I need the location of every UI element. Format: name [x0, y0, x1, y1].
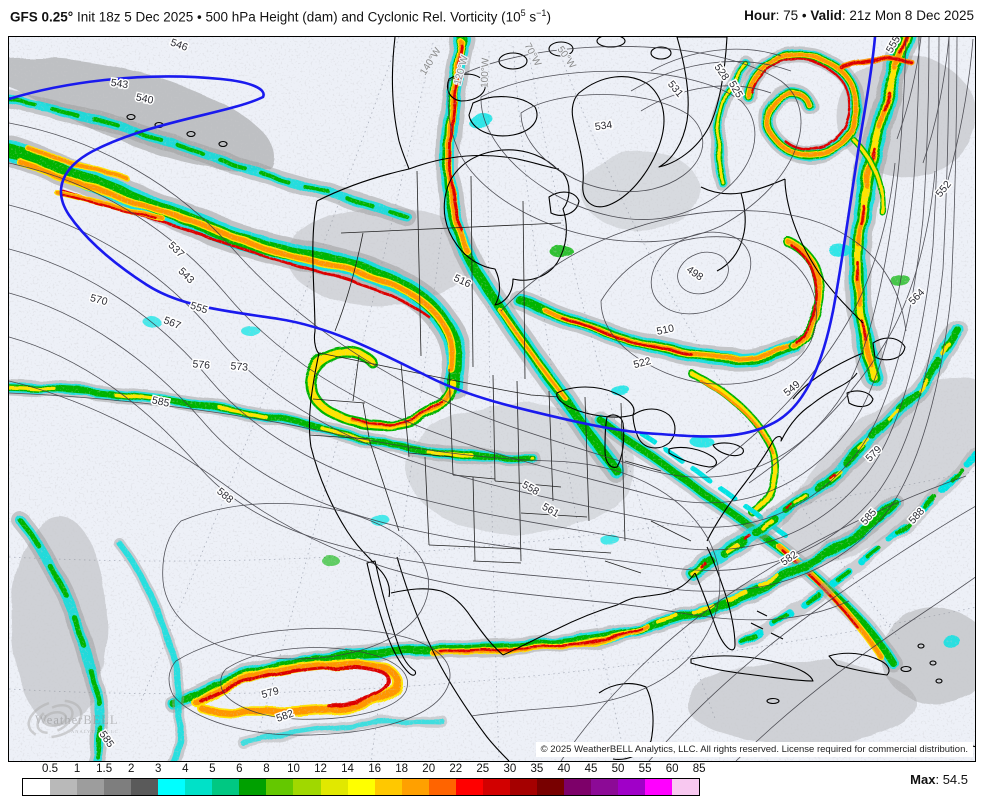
contour-label: 573 — [230, 360, 249, 373]
colorbar-tick-label: 60 — [665, 763, 679, 775]
colorbar-tick-label: 12 — [314, 763, 327, 775]
colorbar-tick-label: 85 — [692, 763, 706, 775]
colorbar-cell: 50 — [590, 763, 624, 795]
colorbar-tick-label: 45 — [584, 763, 598, 775]
colorbar: 0.5 1 1.5 2 3 4 5 6 8 10 12 14 16 18 20 22 25 30 35 40 45 50 5… — [22, 763, 706, 796]
colorbar-cell: 30 — [482, 763, 516, 795]
colorbar-cell: 3 — [131, 763, 161, 795]
max-value-label: Max: 54.5 — [910, 772, 968, 787]
stipple-noise — [9, 37, 975, 761]
colorbar-cell: 8 — [239, 763, 270, 795]
colorbar-cell: 55 — [618, 763, 651, 795]
colorbar-tick-label: 4 — [182, 763, 189, 775]
colorbar-tick-label: 35 — [530, 763, 544, 775]
contour-label: 585 — [151, 394, 171, 409]
colorbar-cell: 5 — [185, 763, 216, 795]
logo-subtext: ANALYTICS LLC — [71, 729, 119, 734]
contour-label: 534 — [594, 119, 613, 133]
coastlines — [126, 34, 978, 762]
colorbar-cell: 12 — [293, 763, 327, 795]
colorbar-tick-label: 50 — [611, 763, 625, 775]
contour-label: 540 — [135, 91, 155, 106]
logo-wordmark: WeatherBELL — [35, 713, 119, 727]
colorbar-tick-label: 1 — [73, 763, 81, 775]
colorbar-tick-label: 20 — [422, 763, 436, 775]
colorbar-cell: 6 — [212, 763, 243, 795]
colorbar-tick-label: 3 — [155, 763, 162, 775]
colorbar-tick-label: 25 — [476, 763, 490, 775]
colorbar-tick-label: 40 — [557, 763, 571, 775]
colorbar-cell: 35 — [509, 763, 543, 795]
logo-swirl-icon — [27, 699, 83, 739]
colorbar-cell: 1.5 — [77, 763, 112, 795]
colorbar-cell: 2 — [104, 763, 134, 795]
colorbar-cell: 20 — [401, 763, 435, 795]
colorbar-tick-label: 55 — [638, 763, 652, 775]
colorbar-cell: 85 — [672, 763, 706, 795]
weather-map-svg: 546 543 540 537 543 534 531 528 525 555 … — [0, 24, 984, 772]
colorbar-cell: 14 — [320, 763, 354, 795]
contour-540-blue — [7, 35, 877, 438]
colorbar-tick-label: 16 — [368, 763, 382, 775]
colorbar-tick-label: 0.5 — [42, 763, 59, 775]
state-borders — [308, 170, 692, 574]
colorbar-cell: 60 — [645, 763, 679, 795]
colorbar-cell: 10 — [266, 763, 300, 795]
colorbar-tick-label: 22 — [449, 763, 463, 775]
hour-valid-label: Hour: 75 • Valid: 21z Mon 8 Dec 2025 — [744, 8, 974, 23]
colorbar-cell: 25 — [455, 763, 489, 795]
colorbar-tick-label: 18 — [395, 763, 409, 775]
contour-label: 543 — [110, 77, 129, 91]
weatherbell-logo: WeatherBELL ANALYTICS LLC — [27, 699, 119, 739]
colorbar-cell: 0.5 — [23, 763, 58, 795]
colorbar-tick-label: 6 — [236, 763, 243, 775]
colorbar-cell: 40 — [536, 763, 570, 795]
colorbar-cell: 22 — [428, 763, 462, 795]
colorbar-tick-label: 10 — [287, 763, 300, 775]
colorbar-tick-label: 14 — [341, 763, 354, 775]
model-name: GFS 0.25° — [10, 9, 74, 25]
colorbar-tick-label: 1.5 — [96, 763, 113, 775]
colorbar-cell: 18 — [374, 763, 408, 795]
colorbar-cell: 1 — [50, 763, 80, 795]
colorbar-tick-label: 30 — [503, 763, 517, 775]
colorbar-cell: 16 — [347, 763, 381, 795]
colorbar-tick-label: 2 — [127, 763, 135, 775]
colorbar-cell: 45 — [563, 763, 597, 795]
contour-label: 510 — [656, 322, 676, 337]
height-contours — [8, 36, 978, 762]
contour-label: 576 — [192, 358, 211, 371]
colorbar-tick-label: 8 — [263, 763, 270, 775]
map-image: 546 543 540 537 543 534 531 528 525 555 … — [0, 24, 984, 772]
colorbar-tick-label: 5 — [209, 763, 216, 775]
lon-label: 100°W — [479, 57, 491, 88]
map-title: GFS 0.25° Init 18z 5 Dec 2025 • 500 hPa … — [10, 8, 551, 25]
header-bar: GFS 0.25° Init 18z 5 Dec 2025 • 500 hPa … — [0, 0, 984, 36]
copyright-text: © 2025 WeatherBELL Analytics, LLC. All r… — [535, 742, 973, 757]
colorbar-cell: 4 — [158, 763, 188, 795]
